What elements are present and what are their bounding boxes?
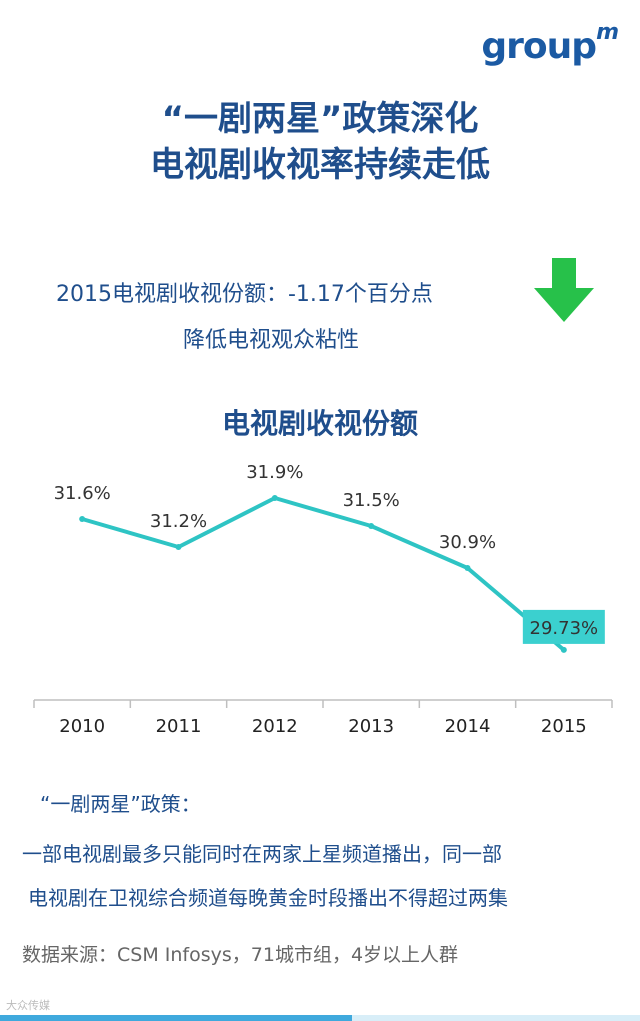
highlight-box	[522, 609, 605, 644]
data-label-2013: 31.5%	[343, 490, 400, 511]
data-label-2015: 29.73%	[530, 618, 599, 639]
x-tick-label-2015: 2015	[541, 716, 587, 737]
page-title-line1: “一剧两星”政策深化	[161, 99, 479, 139]
stickiness-note: 降低电视观众粘性	[183, 328, 360, 353]
groupm-logo: groupm	[481, 20, 619, 67]
chart-title: 电视剧收视份额	[221, 407, 418, 440]
data-source: 数据来源：CSM Infosys，71城市组，4岁以上人群	[22, 944, 459, 966]
data-point-2015	[560, 646, 567, 653]
down-arrow-icon	[534, 258, 594, 322]
watermark: 大众传媒	[6, 999, 50, 1012]
x-tick-label-2010: 2010	[59, 716, 105, 737]
data-point-2010	[79, 516, 86, 522]
bottom-progress-bar	[0, 1015, 640, 1021]
data-label-2010: 31.6%	[54, 483, 111, 504]
data-label-2012: 31.9%	[246, 462, 303, 483]
x-tick-label-2012: 2012	[252, 716, 298, 737]
x-tick-label-2014: 2014	[445, 716, 491, 737]
x-tick-label-2011: 2011	[156, 716, 202, 737]
data-label-2011: 31.2%	[150, 511, 207, 532]
policy-heading: “一剧两星”政策：	[40, 792, 201, 816]
x-tick-label-2013: 2013	[348, 716, 394, 737]
page-title-line2: 电视剧收视率持续走低	[150, 145, 490, 185]
series-line	[81, 496, 566, 652]
share-line-chart: 31.6% 31.2% 31.9% 31.5% 30.9% 29.73% 2010 2011…	[33, 462, 613, 737]
data-point-2014	[464, 565, 471, 571]
data-point-2012	[271, 495, 278, 501]
data-point-2011	[175, 544, 182, 550]
share-change-stat: 2015电视剧收视份额：-1.17个百分点	[56, 282, 433, 307]
data-label-2014: 30.9%	[439, 532, 496, 553]
data-point-2013	[368, 523, 375, 529]
policy-text-line1: 一部电视剧最多只能同时在两家上星频道播出，同一部	[22, 842, 502, 866]
policy-text-line2: 电视剧在卫视综合频道每晚黄金时段播出不得超过两集	[28, 886, 508, 910]
